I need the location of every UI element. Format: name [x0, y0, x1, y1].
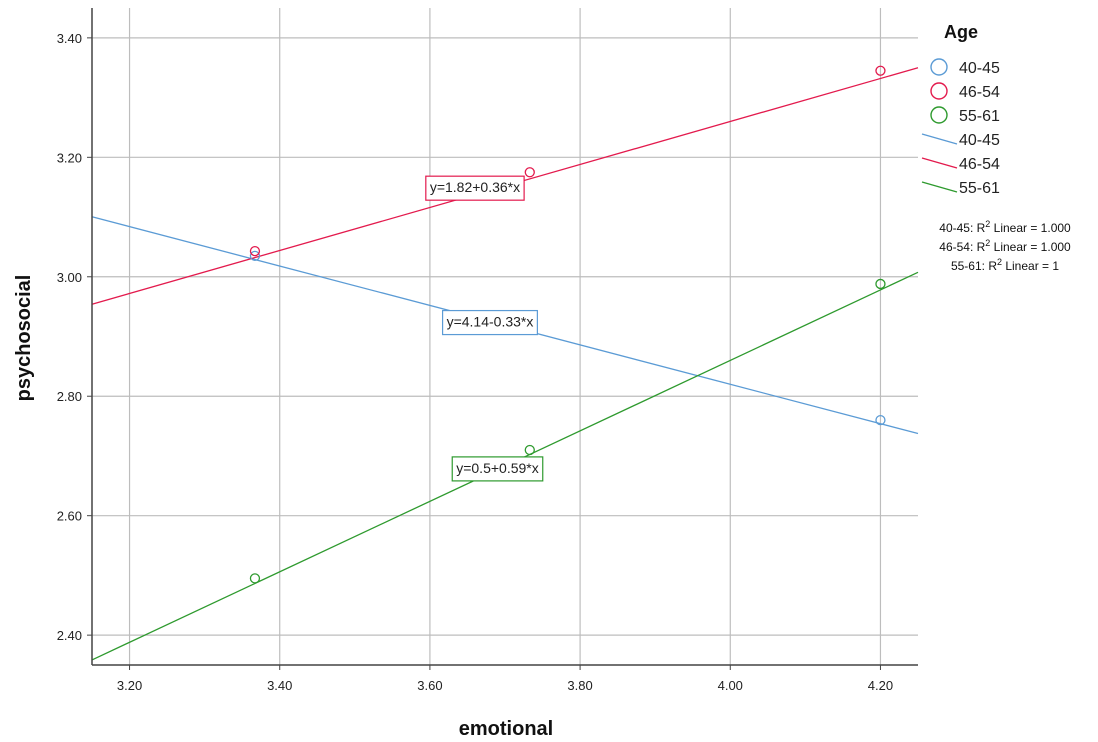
r2-note-superscript: 2: [985, 219, 990, 229]
r2-note-suffix: Linear = 1.000: [990, 240, 1071, 254]
x-tick-label: 3.80: [567, 678, 592, 693]
data-point-46-54: [524, 167, 535, 178]
y-tick-label: 3.20: [57, 150, 82, 165]
legend-marker-label-46-54: 46-54: [959, 84, 1000, 101]
equation-box-40-45: [441, 309, 538, 336]
r2-note-prefix: 46-54: R: [939, 240, 985, 254]
grid-layer: [92, 8, 918, 665]
legend-line-40-45: [921, 133, 958, 145]
r2-note-suffix: Linear = 1.000: [990, 221, 1071, 235]
equation-label-40-45: y=4.14-0.33*x: [447, 314, 534, 330]
x-tick-label: 3.60: [417, 678, 442, 693]
y-tick-label: 2.40: [57, 628, 82, 643]
data-point-55-61: [249, 573, 261, 584]
r2-note-superscript: 2: [997, 257, 1002, 267]
data-point-40-45: [249, 250, 261, 262]
legend-line-46-54: [921, 157, 958, 169]
legend-line-55-61: [921, 181, 958, 193]
axes-layer: 3.20 3.40 3.60 3.80 4.00 4.20 2.40 2.60 2.80 3.00…: [57, 8, 918, 693]
fit-lines-layer: [91, 67, 919, 661]
legend-title: Age: [944, 22, 978, 42]
y-tick-label: 3.00: [57, 270, 82, 285]
equation-label-55-61: y=0.5+0.59*x: [456, 460, 539, 476]
legend-line-label-55-61: 55-61: [959, 180, 1000, 197]
legend-marker-40-45: [930, 58, 948, 76]
legend-line-label-46-54: 46-54: [959, 156, 1000, 173]
equation-box-55-61: [451, 456, 544, 482]
r2-note: 46-54: R2 Linear = 1.000: [939, 238, 1071, 254]
data-point-46-54: [249, 245, 261, 257]
x-tick-label: 4.00: [718, 678, 743, 693]
legend: Age 40-45 46-54 55-61 40-45 46-54 55-61: [921, 22, 1000, 197]
r2-note-suffix: Linear = 1: [1002, 259, 1059, 273]
x-tick-label: 4.20: [868, 678, 893, 693]
legend-marker-46-54: [930, 82, 948, 100]
data-point-55-61: [875, 278, 886, 290]
r2-note: 40-45: R2 Linear = 1.000: [939, 219, 1071, 235]
equation-label-46-54: y=1.82+0.36*x: [430, 179, 520, 195]
legend-line-label-40-45: 40-45: [959, 132, 1000, 149]
equation-box-46-54: [425, 175, 525, 201]
equation-labels-layer: y=4.14-0.33*x y=1.82+0.36*x y=0.5+0.59*x: [425, 175, 544, 482]
y-tick-label: 3.40: [57, 31, 82, 46]
x-axis-title: emotional: [459, 718, 553, 740]
r2-note-superscript: 2: [985, 238, 990, 248]
x-tick-label: 3.40: [267, 678, 292, 693]
y-tick-label: 2.80: [57, 389, 82, 404]
x-tick-label: 3.20: [117, 678, 142, 693]
data-point-40-45: [875, 414, 886, 426]
r2-note-prefix: 55-61: R: [951, 259, 997, 273]
y-tick-label: 2.60: [57, 509, 82, 524]
data-point-46-54: [875, 65, 886, 76]
legend-marker-label-55-61: 55-61: [959, 108, 1000, 125]
legend-marker-label-40-45: 40-45: [959, 60, 1000, 77]
y-axis-title: psychosocial: [13, 275, 35, 402]
points-layer: [249, 65, 886, 584]
r2-note: 55-61: R2 Linear = 1: [951, 257, 1059, 273]
legend-marker-55-61: [930, 106, 948, 124]
data-point-55-61: [524, 444, 535, 456]
r2-note-prefix: 40-45: R: [939, 221, 985, 235]
